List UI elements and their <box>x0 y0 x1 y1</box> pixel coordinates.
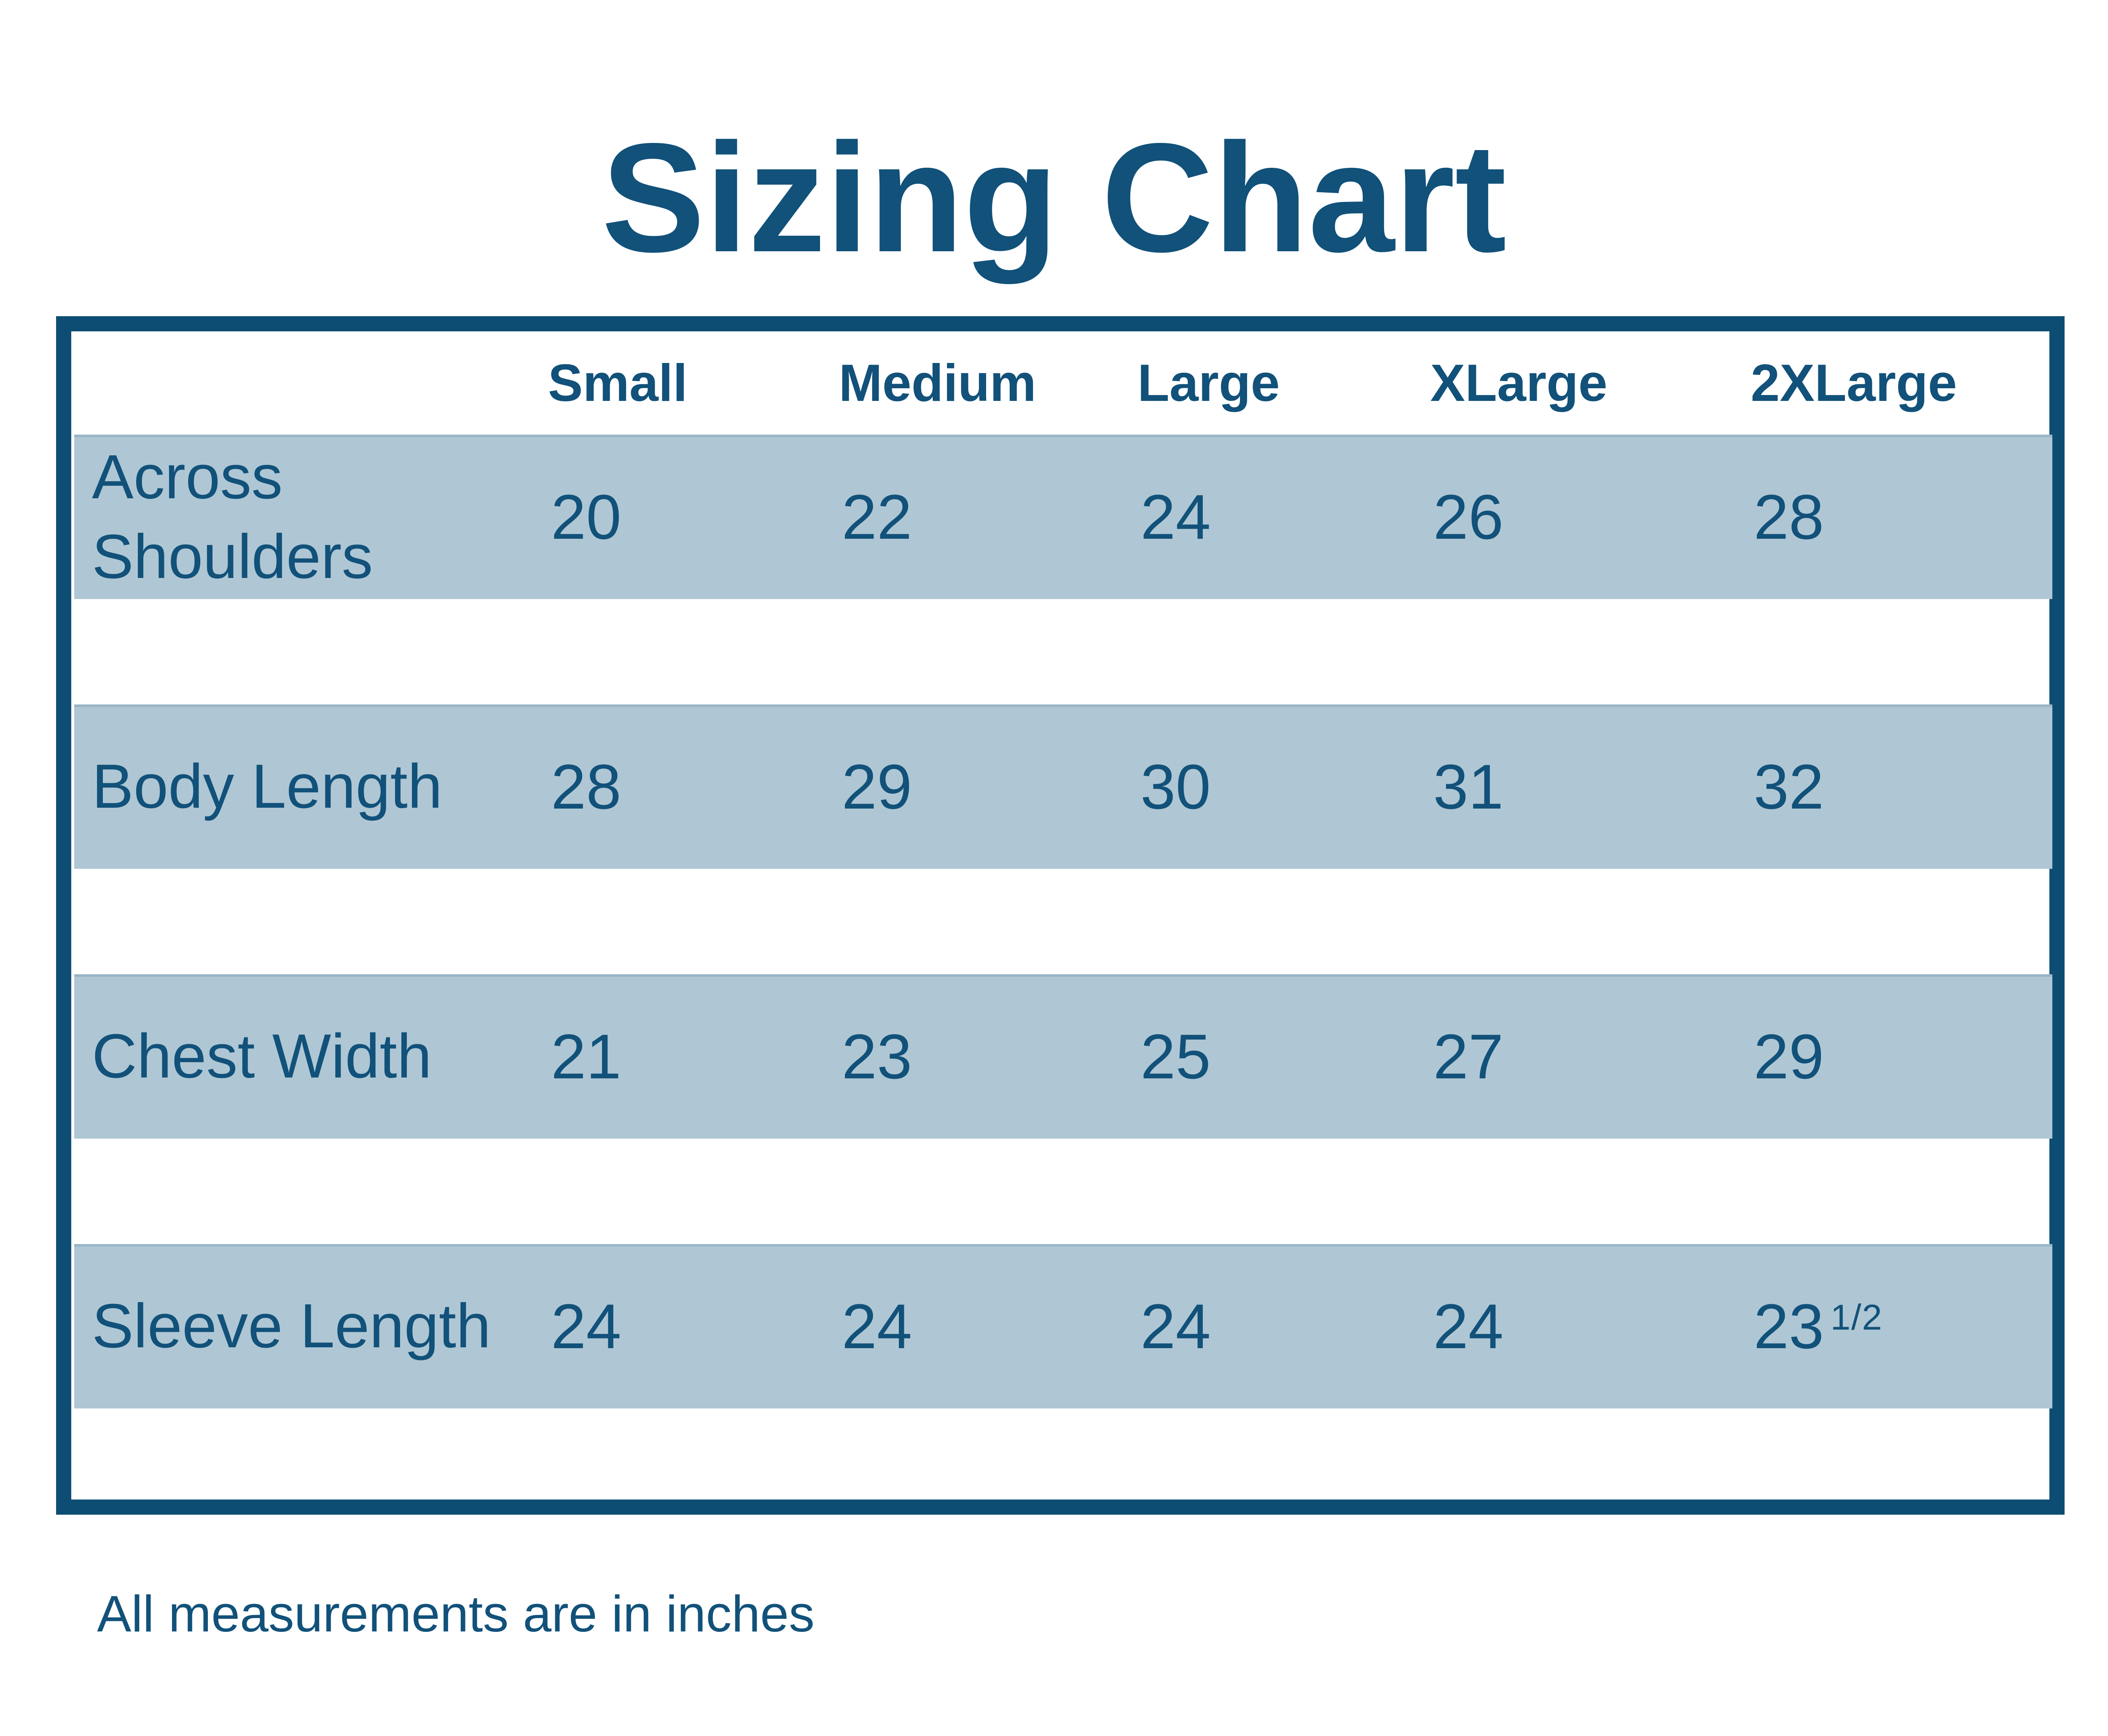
measurement-row: Sleeve Length 24 24 24 24 23 1/2 <box>74 1244 2052 1408</box>
size-column-header: Large <box>1137 354 1280 412</box>
measurement-row: Body Length 28 29 30 31 32 <box>74 704 2052 869</box>
size-column-header: XLarge <box>1430 354 1608 412</box>
row-label: Chest Width <box>92 1021 432 1091</box>
size-value: 30 <box>1140 751 1211 822</box>
size-value: 23 <box>842 1021 912 1092</box>
size-value: 20 <box>551 481 621 552</box>
row-label: Body Length <box>92 752 443 822</box>
size-value: 24 <box>1433 1291 1504 1362</box>
size-value: 25 <box>1140 1021 1211 1092</box>
size-value: 24 <box>551 1291 621 1362</box>
size-column-header: 2XLarge <box>1750 354 1957 412</box>
size-value: 28 <box>551 751 621 822</box>
size-value: 29 <box>1753 1021 1824 1092</box>
size-value: 29 <box>842 751 912 822</box>
value-main: 23 <box>1753 1291 1824 1362</box>
size-value: 28 <box>1753 481 1824 552</box>
row-label: Sleeve Length <box>92 1291 491 1361</box>
row-separator <box>71 869 2049 974</box>
page-title: Sizing Chart <box>601 111 1507 284</box>
row-separator <box>71 1139 2049 1244</box>
size-column-header: Small <box>548 354 688 412</box>
measurement-row: Across Shoulders 20 22 24 26 28 <box>74 435 2052 599</box>
sizing-table: Small Medium Large XLarge 2XLarge Across Sho… <box>56 316 2065 1515</box>
size-value: 31 <box>1433 751 1504 822</box>
size-value: 32 <box>1753 751 1824 822</box>
size-value: 23 1/2 <box>1753 1295 2052 1358</box>
measurements-note: All measurements are in inches <box>97 1585 815 1642</box>
size-value: 27 <box>1433 1021 1504 1092</box>
size-value: 24 <box>1140 481 1211 552</box>
value-fraction-superscript: 1/2 <box>1830 1297 1883 1338</box>
table-header-row: Small Medium Large XLarge 2XLarge <box>71 331 2049 435</box>
size-value: 26 <box>1433 481 1504 552</box>
row-separator <box>71 599 2049 704</box>
size-value: 24 <box>1140 1291 1211 1362</box>
measurement-row: Chest Width 21 23 25 27 29 <box>74 974 2052 1139</box>
row-label: Across Shoulders <box>92 442 373 591</box>
size-column-header: Medium <box>839 354 1036 412</box>
table-bottom-spacer <box>71 1408 2049 1500</box>
size-value: 21 <box>551 1021 621 1092</box>
size-value: 24 <box>842 1291 912 1362</box>
size-value: 22 <box>842 481 912 552</box>
